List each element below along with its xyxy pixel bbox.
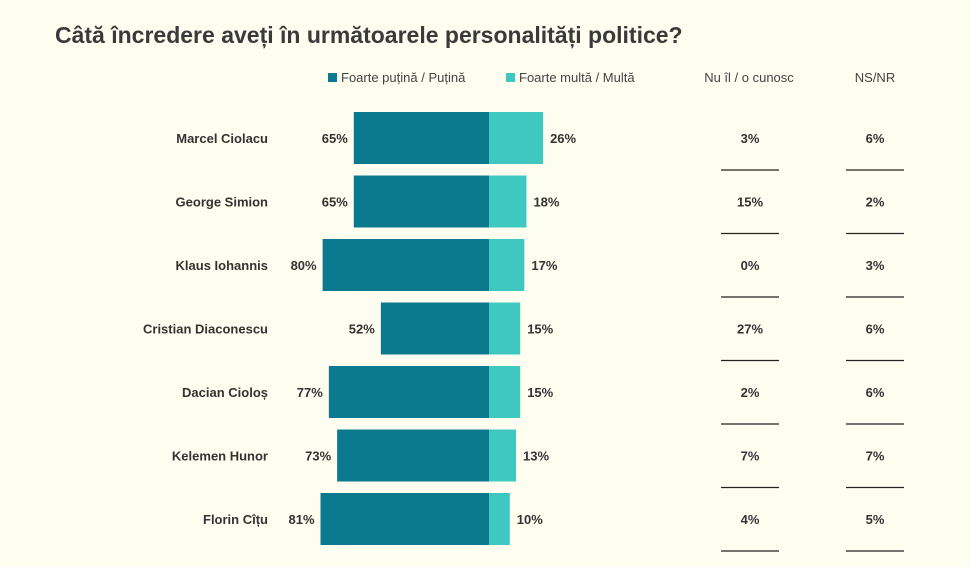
data-label-low: 80% [291, 258, 317, 273]
column-header-unknown: Nu îl / o cunosc [704, 70, 794, 85]
data-label-low: 73% [305, 449, 331, 464]
category-label: George Simion [176, 195, 269, 210]
bar-high [489, 366, 521, 418]
nsnr-value: 3% [866, 258, 885, 273]
bar-high [489, 493, 510, 545]
bar-low [353, 112, 489, 164]
nsnr-value: 6% [866, 385, 885, 400]
unknown-value: 2% [741, 385, 760, 400]
unknown-value: 7% [741, 449, 760, 464]
bar-low [353, 175, 489, 228]
bar-high [489, 429, 517, 482]
data-label-high: 15% [527, 385, 553, 400]
nsnr-value: 5% [866, 512, 885, 527]
data-label-low: 65% [322, 131, 348, 146]
nsnr-value: 6% [866, 131, 885, 146]
data-label-low: 65% [322, 195, 348, 210]
legend-label-high: Foarte multă / Multă [519, 70, 635, 85]
legend-item-low: Foarte puțină / Puțină [328, 70, 465, 85]
data-label-high: 10% [517, 512, 543, 527]
legend-swatch-low [328, 73, 337, 82]
bar-low [328, 366, 489, 418]
legend-label-low: Foarte puțină / Puțină [341, 70, 466, 85]
bar-low [320, 493, 489, 545]
category-label: Cristian Diaconescu [143, 322, 268, 337]
category-label: Dacian Cioloș [182, 385, 268, 400]
data-label-low: 52% [349, 322, 375, 337]
data-label-high: 13% [523, 449, 549, 464]
chart-title: Câtă încredere aveți în următoarele pers… [55, 22, 683, 48]
category-label: Klaus Iohannis [176, 258, 268, 273]
nsnr-value: 7% [866, 449, 885, 464]
category-label: Florin Cîțu [203, 512, 268, 527]
column-header-nsnr: NS/NR [854, 70, 896, 85]
legend-swatch-high [506, 73, 515, 82]
bar-low [380, 302, 489, 355]
bar-high [489, 175, 527, 228]
category-label: Kelemen Hunor [172, 449, 268, 464]
nsnr-value: 2% [866, 195, 885, 210]
bar-low [337, 429, 489, 482]
data-label-high: 15% [527, 322, 553, 337]
unknown-value: 0% [741, 258, 760, 273]
data-label-low: 81% [288, 512, 314, 527]
data-label-high: 18% [533, 195, 559, 210]
bar-high [489, 112, 544, 164]
bar-high [489, 239, 525, 291]
unknown-value: 27% [737, 322, 763, 337]
unknown-value: 4% [741, 512, 760, 527]
unknown-value: 3% [741, 131, 760, 146]
unknown-value: 15% [737, 195, 763, 210]
nsnr-value: 6% [866, 322, 885, 337]
data-label-high: 26% [550, 131, 576, 146]
bar-low [322, 239, 489, 291]
category-label: Marcel Ciolacu [176, 131, 268, 146]
legend-item-high: Foarte multă / Multă [506, 70, 635, 85]
bar-high [489, 302, 521, 355]
data-label-high: 17% [531, 258, 557, 273]
data-label-low: 77% [297, 385, 323, 400]
